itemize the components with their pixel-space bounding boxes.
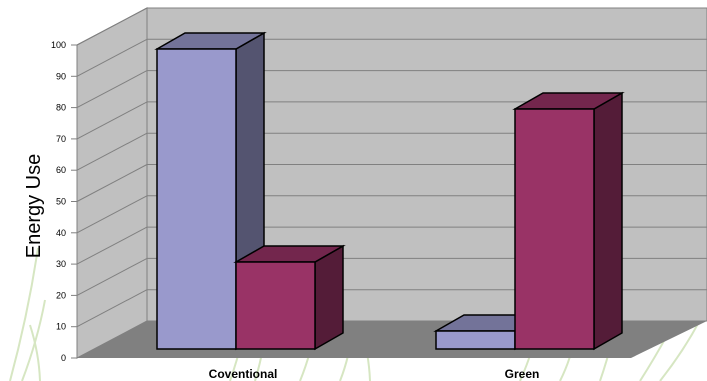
bar-front <box>235 261 316 350</box>
y-tick-label: 70 <box>56 134 66 144</box>
bars <box>154 31 625 351</box>
y-tick-label: 40 <box>56 228 66 238</box>
y-tick-label: 50 <box>56 197 66 207</box>
category-label: Coventional <box>209 367 278 381</box>
y-tick-label: 80 <box>56 103 66 113</box>
gridline <box>76 226 148 265</box>
gridline <box>76 195 148 234</box>
y-axis-label: Energy Use <box>23 154 45 259</box>
gridline <box>76 132 148 171</box>
grass-blade <box>21 299 46 381</box>
gridline <box>76 289 148 328</box>
bar-side <box>314 244 344 351</box>
bar-front <box>435 330 516 350</box>
y-tick-label: 10 <box>56 322 66 332</box>
y-tick-label: 90 <box>56 71 66 81</box>
gridline <box>76 70 148 109</box>
gridline <box>76 257 148 296</box>
bar-front <box>156 48 237 350</box>
y-tick-label: 20 <box>56 290 66 300</box>
y-axis-ticks: 0 10 20 30 40 50 60 70 80 90 100 <box>51 40 77 363</box>
gridline <box>76 101 148 140</box>
bar-coventional-series-2 <box>233 244 346 351</box>
y-tick-label: 100 <box>51 40 66 50</box>
bar-green-series-2 <box>512 91 625 351</box>
y-tick-label: 60 <box>56 165 66 175</box>
grass-blade <box>29 324 41 381</box>
grass-blade <box>9 247 39 381</box>
gridline <box>76 7 148 46</box>
bar-front <box>514 108 595 350</box>
gridline <box>76 38 148 77</box>
bar-side <box>593 91 623 351</box>
y-tick-label: 0 <box>61 353 66 363</box>
x-axis-labels: Coventional Green <box>209 367 540 381</box>
bar-coventional-series-1 <box>154 31 267 351</box>
category-label: Green <box>505 367 540 381</box>
gridline <box>76 164 148 202</box>
y-tick-label: 30 <box>56 259 66 269</box>
